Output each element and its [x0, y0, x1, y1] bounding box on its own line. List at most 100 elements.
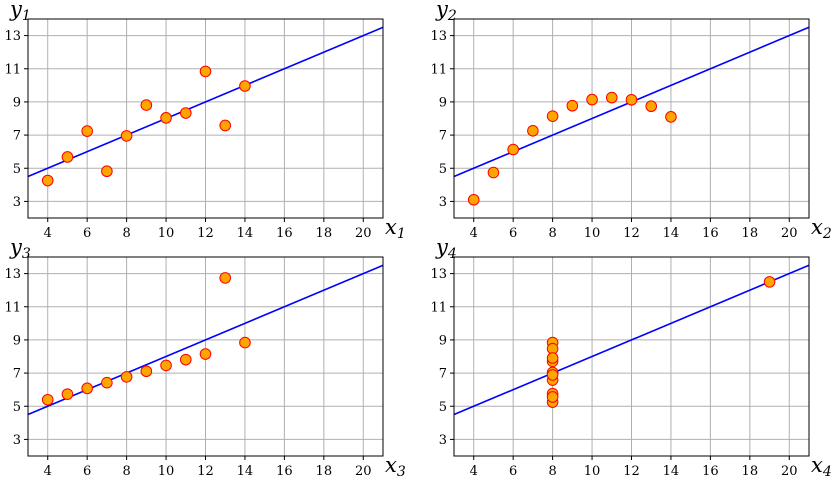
y-tick-label: 13: [4, 267, 21, 282]
y-tick-label: 9: [13, 95, 21, 110]
y-tick-label: 7: [13, 367, 21, 382]
data-point: [507, 143, 519, 156]
x-tick-label: 20: [781, 464, 798, 479]
y-tick-label: 9: [439, 95, 447, 110]
y-tick-label: 5: [13, 400, 21, 415]
data-point: [665, 111, 677, 123]
x-tick-label: 20: [355, 464, 372, 479]
x-tick-label: 10: [158, 226, 175, 241]
x-tick-label: 20: [781, 226, 798, 241]
regression-line: [454, 264, 809, 416]
x-tick-label: 18: [742, 464, 759, 479]
x-tick-label: 8: [548, 226, 556, 241]
x-tick-label: 4: [44, 226, 52, 241]
x-axis-label: x1: [385, 215, 406, 242]
data-point: [546, 110, 559, 122]
data-point: [120, 371, 133, 383]
data-point: [41, 174, 54, 187]
data-point: [546, 369, 559, 381]
scatter-panel-4: 4 6 8 10 12 14 16 18 20 3 5 7 9 11 13 x4 y4: [430, 235, 831, 480]
x-axis-label: x2: [811, 215, 832, 242]
x-axis-label: x4: [811, 453, 832, 480]
y-tick-label: 11: [430, 300, 447, 315]
y-axis-label: y3: [9, 235, 31, 262]
scatter-panel-2: 4 6 8 10 12 14 16 18 20 3 5 7 9 11 13 x2 y2: [430, 0, 831, 242]
y-tick-label: 5: [439, 162, 447, 177]
y-tick-label: 11: [4, 300, 21, 315]
y-tick-label: 13: [430, 267, 447, 282]
data-point: [625, 93, 638, 106]
x-tick-label: 12: [197, 464, 214, 479]
data-point: [101, 165, 113, 178]
x-tick-label: 16: [276, 226, 293, 241]
x-tick-label: 18: [742, 226, 759, 241]
x-tick-label: 16: [276, 464, 293, 479]
data-point: [120, 130, 133, 142]
data-point: [160, 359, 172, 372]
y-tick-label: 7: [439, 367, 447, 382]
y-tick-label: 3: [13, 433, 21, 448]
data-point: [179, 353, 192, 366]
data-point: [81, 382, 93, 395]
y-axis-label: y4: [435, 235, 457, 262]
data-point: [140, 99, 153, 111]
y-tick-label: 13: [4, 29, 21, 44]
y-tick-label: 3: [13, 195, 21, 210]
data-point: [467, 193, 480, 206]
x-tick-label: 16: [702, 226, 719, 241]
data-point: [81, 125, 93, 137]
x-tick-label: 10: [158, 464, 175, 479]
x-tick-label: 14: [663, 226, 680, 241]
x-tick-label: 6: [83, 464, 91, 479]
x-tick-label: 20: [355, 226, 372, 241]
data-point: [140, 365, 153, 378]
data-point: [41, 393, 54, 406]
data-point: [199, 348, 212, 360]
y-axis-label: y2: [435, 0, 457, 24]
x-tick-label: 6: [83, 226, 91, 241]
y-axis-label: y1: [9, 0, 31, 24]
x-tick-label: 14: [237, 464, 254, 479]
x-tick-label: 4: [44, 464, 52, 479]
x-tick-label: 12: [623, 464, 640, 479]
y-tick-label: 5: [13, 162, 21, 177]
x-tick-label: 18: [316, 226, 333, 241]
data-point: [527, 124, 539, 137]
x-tick-label: 4: [470, 464, 478, 479]
data-point: [239, 80, 251, 92]
data-point: [546, 391, 559, 403]
x-tick-label: 6: [509, 464, 517, 479]
x-tick-label: 4: [470, 226, 478, 241]
data-point: [219, 272, 232, 284]
scatter-panel-1: 4 6 8 10 12 14 16 18 20 3 5 7 9 11 13 x1 y1: [4, 0, 405, 242]
data-point: [487, 166, 500, 179]
data-point: [61, 151, 74, 163]
y-tick-label: 11: [4, 62, 21, 77]
regression-line: [28, 26, 383, 178]
data-point: [101, 376, 113, 389]
data-point: [219, 119, 232, 132]
data-point: [160, 112, 172, 124]
x-tick-label: 8: [548, 464, 556, 479]
y-tick-label: 9: [439, 333, 447, 348]
y-tick-label: 7: [439, 129, 447, 144]
data-point: [645, 100, 658, 113]
data-point: [546, 352, 559, 364]
y-tick-label: 3: [439, 195, 447, 210]
x-tick-label: 8: [122, 464, 130, 479]
data-point: [179, 107, 192, 119]
x-tick-label: 16: [702, 464, 719, 479]
y-tick-label: 9: [13, 333, 21, 348]
data-point: [605, 91, 618, 104]
data-point: [239, 336, 251, 349]
data-point: [763, 276, 776, 288]
x-tick-label: 6: [509, 226, 517, 241]
x-tick-label: 8: [122, 226, 130, 241]
data-point: [199, 65, 212, 78]
x-tick-label: 10: [584, 226, 601, 241]
x-tick-label: 18: [316, 464, 333, 479]
y-tick-label: 13: [430, 29, 447, 44]
x-tick-label: 14: [663, 464, 680, 479]
data-point: [566, 99, 579, 112]
